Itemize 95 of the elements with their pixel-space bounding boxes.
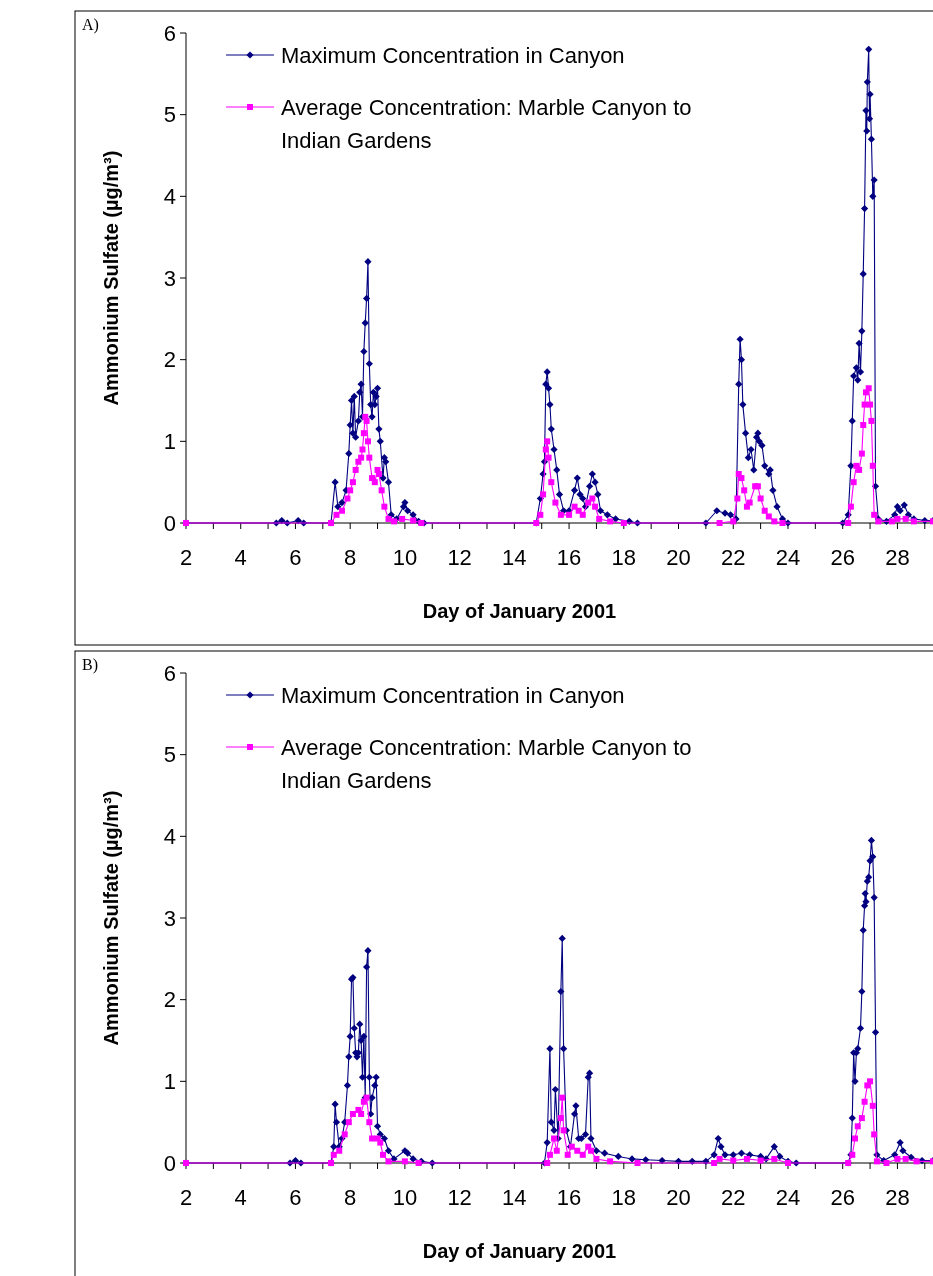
point bbox=[380, 1151, 387, 1158]
legend-label: Average Concentration: Marble Canyon to Indian Gardens bbox=[281, 734, 692, 793]
x-tick-label: 14 bbox=[502, 1185, 527, 1210]
x-tick-label: 12 bbox=[447, 1185, 472, 1210]
point bbox=[377, 1139, 384, 1146]
point bbox=[579, 1151, 586, 1158]
x-tick-label: 16 bbox=[556, 1185, 582, 1210]
point bbox=[593, 1155, 600, 1162]
y-tick-label: 6 bbox=[163, 660, 176, 686]
x-tick-label: 14 bbox=[502, 545, 527, 570]
y-axis-title: Ammonium Sulfate (µg/m³) bbox=[100, 150, 122, 406]
point bbox=[854, 1123, 861, 1130]
point bbox=[366, 1119, 373, 1126]
x-tick-label: 6 bbox=[289, 545, 302, 570]
point bbox=[743, 1155, 750, 1162]
x-tick-label: 22 bbox=[721, 1185, 746, 1210]
x-tick-label: 20 bbox=[666, 545, 691, 570]
point bbox=[559, 1094, 566, 1101]
legend-label: Maximum Concentration in Canyon bbox=[281, 682, 625, 708]
point bbox=[587, 1147, 594, 1154]
y-tick-label: 4 bbox=[163, 184, 176, 210]
point bbox=[345, 1119, 352, 1126]
point bbox=[871, 1131, 878, 1138]
point bbox=[867, 1078, 874, 1085]
point bbox=[557, 1115, 564, 1122]
point bbox=[564, 1151, 571, 1158]
chart-title: B) bbox=[82, 656, 98, 674]
point bbox=[336, 1147, 343, 1154]
point bbox=[553, 1147, 560, 1154]
x-tick-label: 2 bbox=[179, 1185, 193, 1210]
y-tick-label: 1 bbox=[163, 429, 176, 455]
y-tick-label: 6 bbox=[163, 20, 176, 46]
point bbox=[358, 1111, 365, 1117]
x-tick-label: 6 bbox=[289, 1185, 302, 1210]
point bbox=[873, 1158, 880, 1165]
chart-title: A) bbox=[82, 16, 99, 34]
y-tick-label: 2 bbox=[163, 987, 176, 1013]
x-tick-label: 4 bbox=[234, 545, 247, 570]
x-tick-label: 10 bbox=[392, 1185, 418, 1210]
legend-label: Maximum Concentration in Canyon bbox=[281, 42, 625, 68]
point bbox=[546, 1151, 553, 1158]
point bbox=[883, 1160, 890, 1166]
x-axis-title: Day of January 2001 bbox=[422, 600, 617, 622]
point bbox=[385, 1158, 392, 1165]
x-tick-label: 18 bbox=[611, 545, 637, 570]
legend-label: Average Concentration: Marble Canyon to Indian Gardens bbox=[281, 94, 692, 153]
x-tick-label: 16 bbox=[556, 545, 582, 570]
x-tick-label: 2 bbox=[179, 545, 193, 570]
x-tick-label: 26 bbox=[830, 545, 855, 570]
x-tick-label: 24 bbox=[775, 1185, 801, 1210]
point bbox=[771, 1155, 778, 1162]
point bbox=[634, 1160, 641, 1166]
x-tick-label: 20 bbox=[666, 1185, 691, 1210]
point bbox=[711, 1160, 718, 1166]
x-tick-label: 12 bbox=[447, 545, 472, 570]
x-tick-label: 4 bbox=[234, 1185, 247, 1210]
point bbox=[757, 1157, 764, 1164]
point bbox=[330, 1151, 337, 1158]
y-tick-label: 5 bbox=[163, 742, 176, 768]
point bbox=[852, 1135, 859, 1142]
x-tick-label: 26 bbox=[830, 1185, 855, 1210]
point bbox=[902, 1155, 909, 1162]
y-tick-label: 4 bbox=[163, 824, 176, 850]
point bbox=[730, 1157, 737, 1164]
point bbox=[716, 1155, 723, 1162]
point bbox=[869, 1102, 876, 1109]
point bbox=[574, 1147, 581, 1154]
point bbox=[401, 1158, 408, 1165]
y-tick-label: 0 bbox=[163, 1150, 176, 1176]
point bbox=[544, 1160, 551, 1166]
y-tick-label: 3 bbox=[163, 265, 176, 291]
x-tick-label: 28 bbox=[885, 545, 910, 570]
x-tick-label: 8 bbox=[344, 545, 357, 570]
y-axis-title: Ammonium Sulfate (µg/m³) bbox=[100, 790, 122, 1046]
x-tick-label: 22 bbox=[721, 545, 746, 570]
x-tick-label: 28 bbox=[885, 1185, 910, 1210]
x-tick-label: 24 bbox=[775, 545, 801, 570]
y-tick-label: 5 bbox=[163, 102, 176, 128]
y-tick-label: 2 bbox=[163, 347, 176, 373]
x-axis-title: Day of January 2001 bbox=[422, 1240, 617, 1262]
point bbox=[913, 1158, 920, 1165]
point bbox=[341, 1131, 348, 1138]
x-tick-label: 10 bbox=[392, 545, 418, 570]
x-tick-label: 18 bbox=[611, 1185, 637, 1210]
point bbox=[894, 1155, 901, 1162]
point bbox=[607, 1158, 614, 1165]
point bbox=[349, 1111, 356, 1117]
point bbox=[369, 1135, 376, 1142]
y-tick-label: 1 bbox=[163, 1069, 176, 1095]
y-tick-label: 0 bbox=[163, 510, 176, 536]
point bbox=[858, 1115, 865, 1122]
point bbox=[551, 1135, 558, 1142]
y-tick-label: 3 bbox=[163, 905, 176, 931]
x-tick-label: 8 bbox=[344, 1185, 357, 1210]
point bbox=[861, 1098, 868, 1105]
